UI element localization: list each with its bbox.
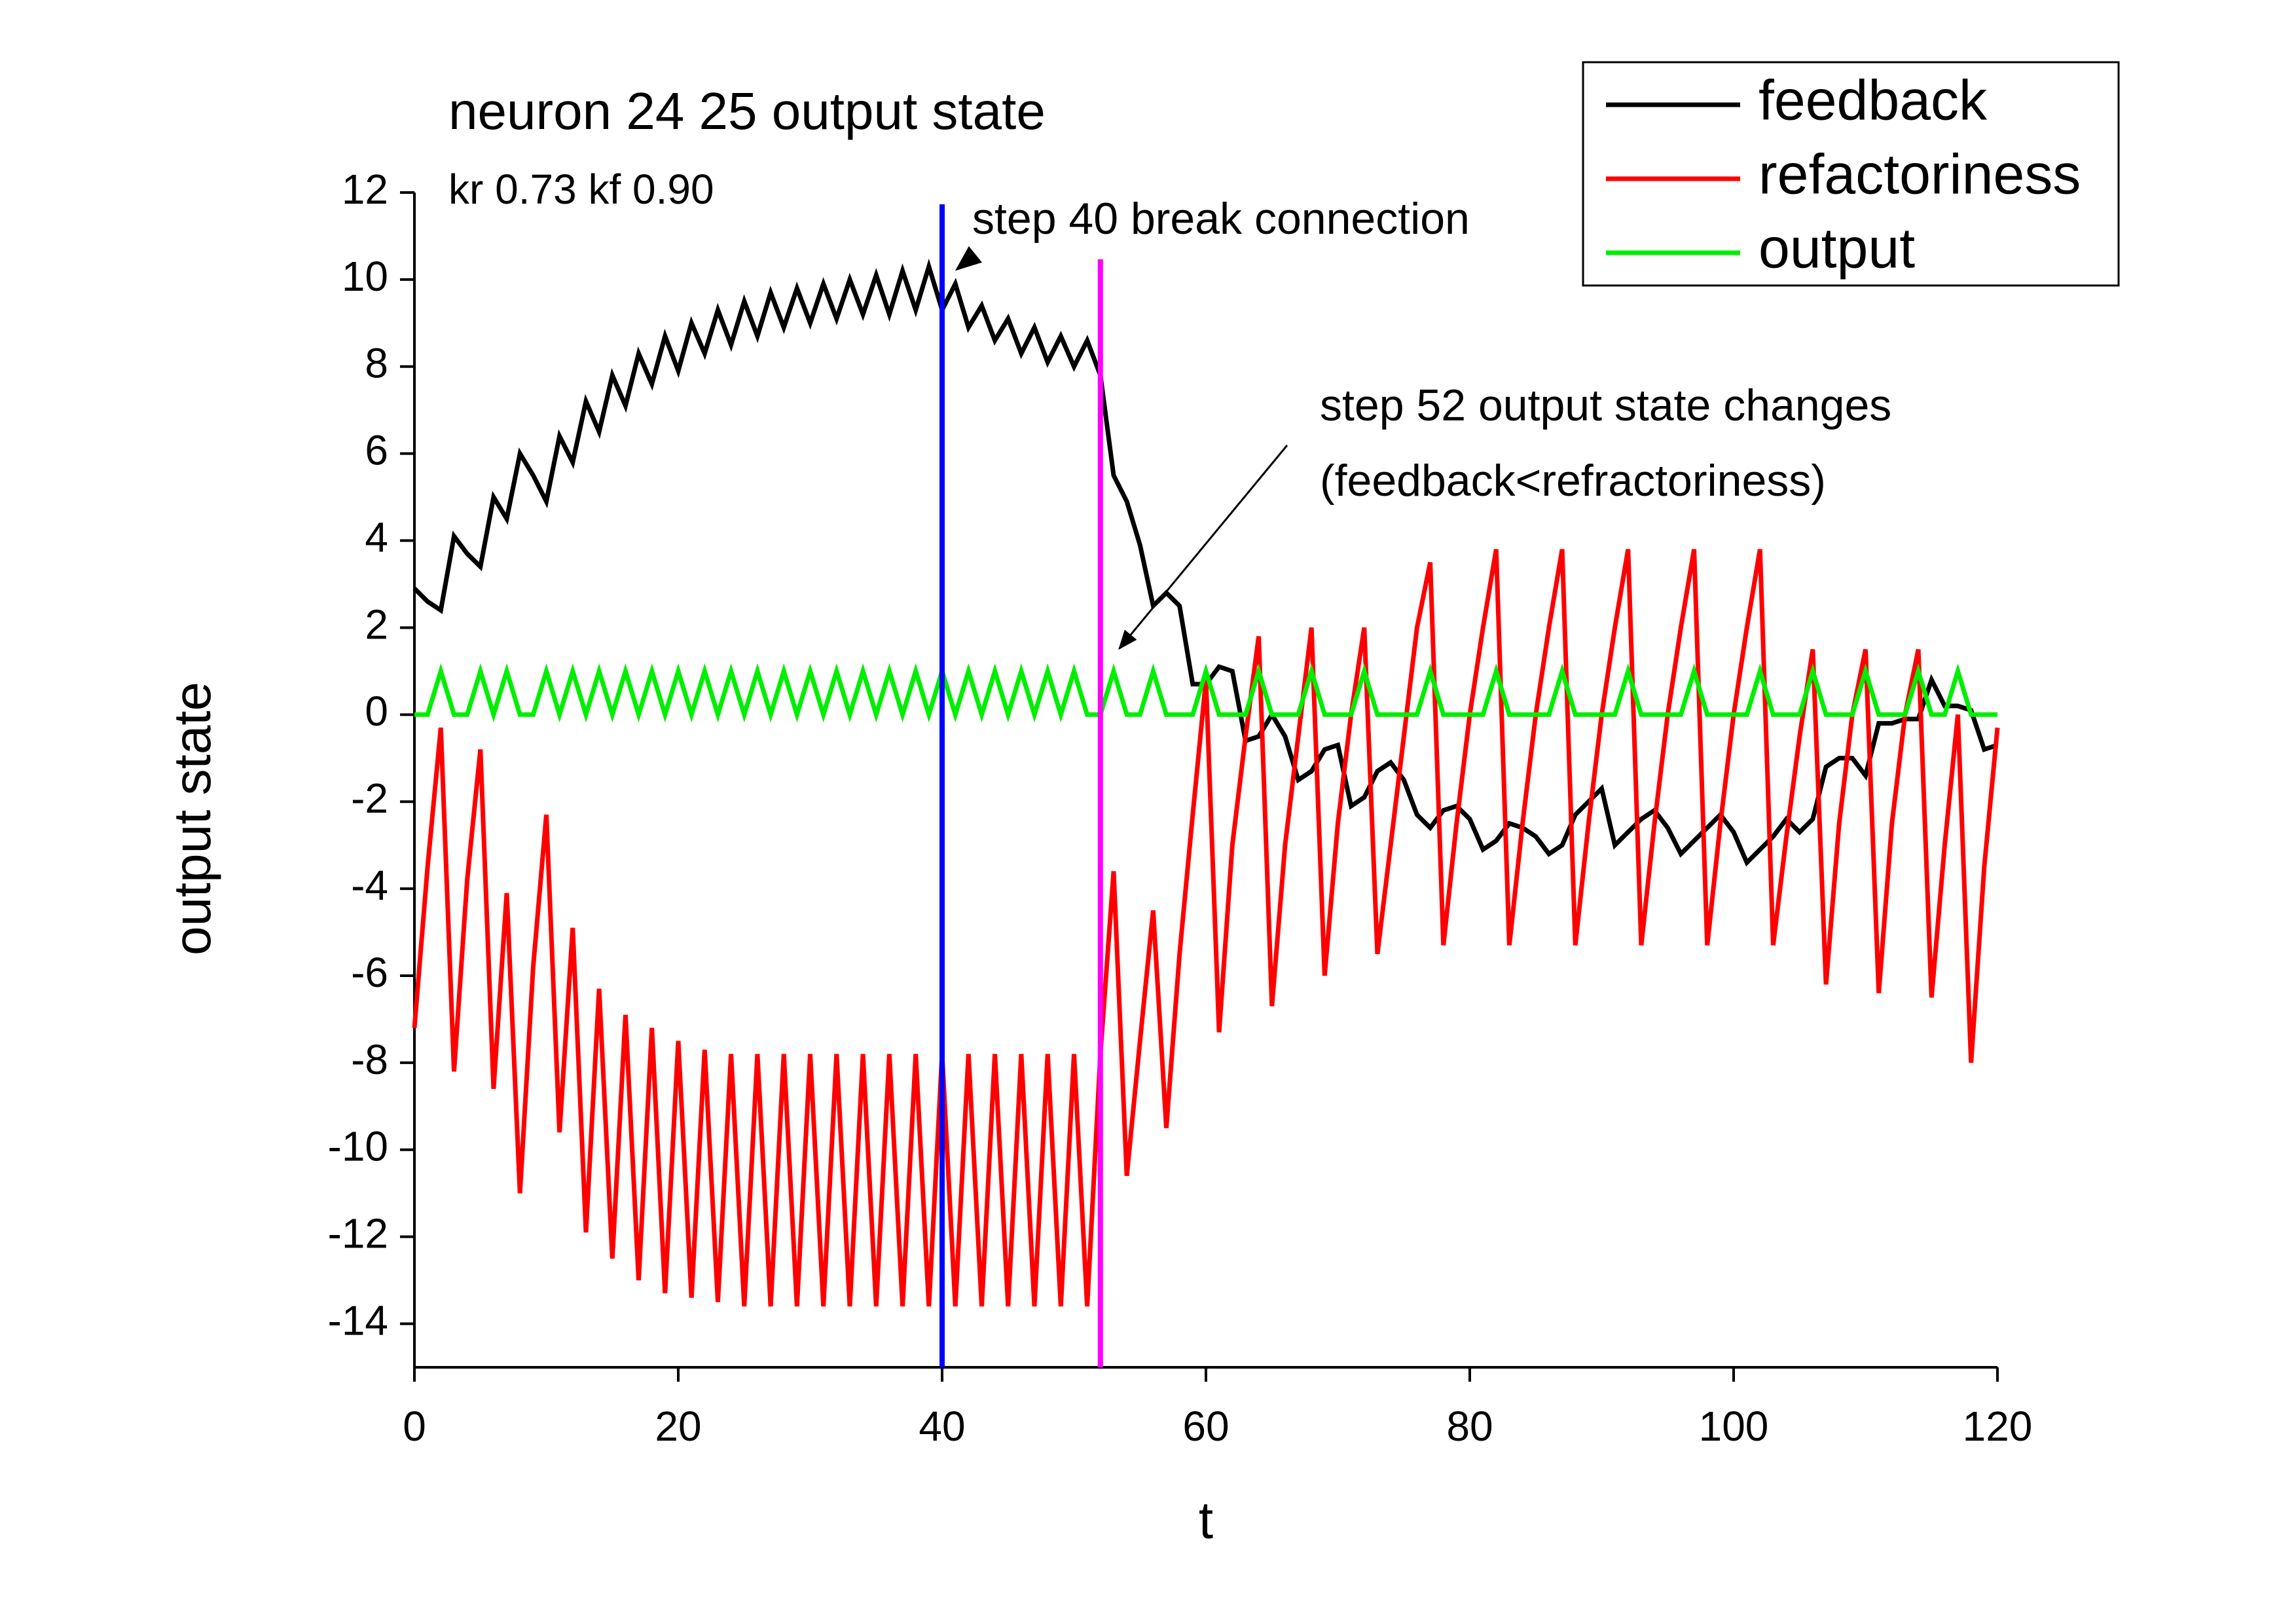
annotation-arrow xyxy=(1118,445,1288,650)
y-tick-label: -14 xyxy=(328,1297,389,1344)
x-tick-label: 100 xyxy=(1699,1403,1769,1450)
annotation-arrow xyxy=(955,246,983,271)
y-tick-label: 0 xyxy=(365,688,388,735)
series-line xyxy=(414,663,1997,723)
y-tick-label: -8 xyxy=(351,1036,388,1083)
x-axis-label: t xyxy=(1199,1491,1213,1549)
legend-label: output xyxy=(1758,217,1915,280)
y-tick-label: 12 xyxy=(342,166,388,213)
y-tick-label: 8 xyxy=(365,340,388,387)
series-line xyxy=(412,549,2000,1307)
y-tick-label: -10 xyxy=(328,1123,389,1170)
y-tick-label: -12 xyxy=(328,1210,389,1257)
y-tick-label: -4 xyxy=(351,862,388,909)
legend-label: refactoriness xyxy=(1758,143,2081,206)
y-tick-label: -2 xyxy=(351,775,388,822)
chart-title: neuron 24 25 output state xyxy=(448,82,1046,140)
legend-box xyxy=(1582,61,2120,287)
y-tick-label: 10 xyxy=(342,253,388,300)
annotation: step 40 break connection xyxy=(972,194,1470,244)
x-tick-label: 60 xyxy=(1182,1403,1229,1450)
legend-label: feedback xyxy=(1758,69,1988,132)
annotation: (feedback<refractoriness) xyxy=(1320,456,1826,506)
y-tick-label: -6 xyxy=(351,949,388,996)
y-tick-label: 4 xyxy=(365,513,388,561)
x-tick-label: 120 xyxy=(1963,1403,2033,1450)
y-tick-label: 2 xyxy=(365,600,388,648)
y-tick-label: 6 xyxy=(365,427,388,474)
x-tick-label: 80 xyxy=(1446,1403,1493,1450)
x-tick-label: 20 xyxy=(655,1403,701,1450)
legend: feedback refactoriness output xyxy=(1582,61,2120,287)
y-axis-label: output state xyxy=(163,682,221,955)
chart-subtitle: kr 0.73 kf 0.90 xyxy=(448,166,714,213)
x-tick-label: 40 xyxy=(919,1403,965,1450)
annotation: step 52 output state changes xyxy=(1320,380,1891,430)
x-tick-label: 0 xyxy=(403,1403,426,1450)
